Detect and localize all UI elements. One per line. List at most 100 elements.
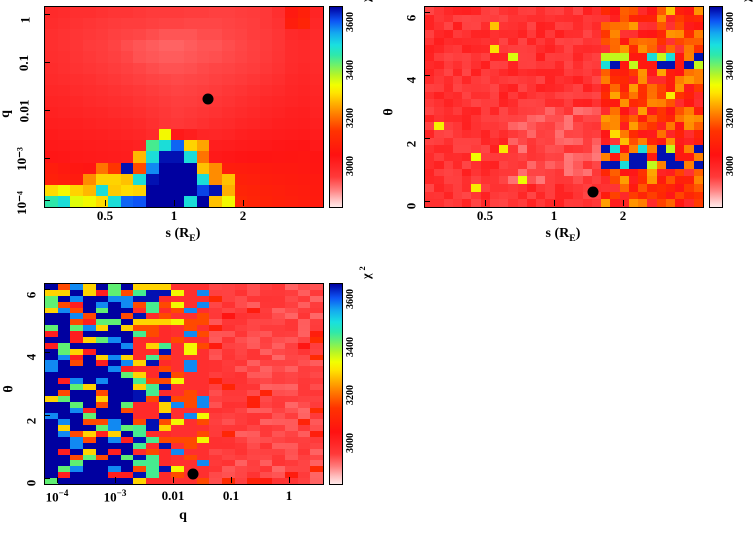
heatmap-cell: [647, 14, 657, 23]
heatmap-cell: [582, 145, 592, 154]
heatmap-cell: [517, 183, 527, 192]
heatmap-cell: [693, 7, 703, 15]
heatmap-cell: [221, 331, 235, 337]
heatmap-cell: [209, 95, 222, 107]
heatmap-cell: [146, 466, 159, 473]
heatmap-cell: [656, 145, 666, 154]
colorbar: [709, 6, 723, 208]
heatmap-cell: [545, 145, 555, 154]
heatmap-cell: [563, 160, 574, 169]
heatmap-cell: [480, 37, 490, 46]
heatmap-cell: [471, 30, 481, 38]
heatmap-cell: [70, 366, 83, 373]
heatmap-cell: [133, 7, 147, 19]
heatmap-cell: [184, 118, 197, 130]
heatmap-cell: [462, 14, 472, 23]
heatmap-cell: [310, 407, 323, 414]
heatmap-cell: [133, 18, 147, 30]
heatmap-cell: [573, 114, 583, 123]
heatmap-cell: [146, 29, 159, 41]
heatmap-cell: [310, 106, 323, 119]
heatmap-cell: [184, 478, 197, 484]
colorbar-title: χ 2: [358, 266, 373, 279]
heatmap-cell: [158, 195, 172, 207]
heatmap-cell: [462, 22, 472, 31]
xtick: [485, 200, 486, 206]
heatmap-cell: [70, 466, 83, 473]
heatmap-cell: [184, 95, 197, 107]
heatmap-cell: [499, 37, 509, 46]
heatmap-cell: [221, 129, 235, 141]
heatmap-cell: [95, 378, 109, 384]
ytick: [424, 138, 430, 139]
heatmap-cell: [247, 478, 260, 484]
heatmap-cell: [684, 106, 694, 115]
x-axis-label: q: [179, 508, 187, 523]
heatmap-cell: [82, 336, 96, 343]
heatmap-cell: [619, 53, 629, 61]
heatmap-cell: [480, 122, 490, 131]
heatmap-cell: [45, 184, 58, 196]
heatmap-cell: [146, 106, 159, 119]
heatmap-cell: [70, 454, 83, 461]
heatmap-cell: [499, 153, 509, 161]
heatmap-cell: [471, 22, 481, 31]
heatmap-cell: [563, 53, 574, 61]
heatmap-cell: [196, 378, 210, 384]
heatmap-cell: [693, 160, 703, 169]
heatmap-cell: [601, 60, 611, 69]
heatmap-cell: [133, 378, 147, 384]
heatmap-cell: [209, 301, 222, 308]
heatmap-cell: [297, 62, 311, 74]
heatmap-cell: [285, 354, 298, 361]
heatmap-cell: [171, 289, 184, 296]
heatmap-cell: [684, 114, 694, 123]
heatmap-cell: [184, 295, 197, 302]
heatmap-cell: [234, 442, 248, 449]
heatmap-cell: [517, 7, 527, 15]
heatmap-cell: [508, 30, 518, 38]
heatmap-cell: [434, 106, 444, 115]
heatmap-cell: [221, 389, 235, 396]
heatmap-cell: [184, 354, 197, 361]
heatmap-cell: [665, 191, 676, 200]
heatmap-cell: [285, 184, 298, 196]
heatmap-cell: [684, 176, 694, 184]
heatmap-cell: [452, 137, 463, 146]
heatmap-cell: [70, 289, 83, 296]
best-fit-marker: [187, 468, 199, 480]
heatmap-cell: [684, 14, 694, 23]
heatmap-cell: [209, 289, 222, 296]
heatmap-cell: [146, 151, 159, 163]
heatmap-cell: [82, 419, 96, 426]
heatmap-cell: [108, 454, 121, 461]
heatmap-cell: [619, 91, 629, 100]
heatmap-cell: [120, 7, 134, 19]
heatmap-cell: [508, 91, 518, 100]
heatmap-cell: [133, 336, 147, 343]
heatmap-cell: [675, 53, 685, 61]
heatmap-cell: [297, 425, 311, 432]
heatmap-cell: [45, 289, 58, 296]
heatmap-cell: [582, 99, 592, 107]
heatmap-cell: [297, 95, 311, 107]
heatmap-cell: [297, 106, 311, 119]
heatmap-cell: [259, 29, 273, 41]
heatmap-cell: [684, 30, 694, 38]
ytick: [44, 14, 50, 15]
heatmap-cell: [45, 162, 58, 174]
heatmap-cell: [133, 184, 147, 196]
heatmap-cell: [638, 160, 648, 169]
heatmap-cell: [443, 22, 453, 31]
heatmap-cell: [545, 76, 555, 84]
heatmap-cell: [489, 160, 500, 169]
heatmap-cell: [434, 114, 444, 123]
heatmap-cell: [434, 76, 444, 84]
heatmap-cell: [45, 413, 58, 420]
heatmap-cell: [573, 191, 583, 200]
heatmap-cell: [184, 40, 197, 52]
heatmap-cell: [638, 45, 648, 54]
heatmap-cell: [259, 51, 273, 63]
heatmap-cell: [120, 51, 134, 63]
heatmap-cell: [158, 162, 172, 174]
